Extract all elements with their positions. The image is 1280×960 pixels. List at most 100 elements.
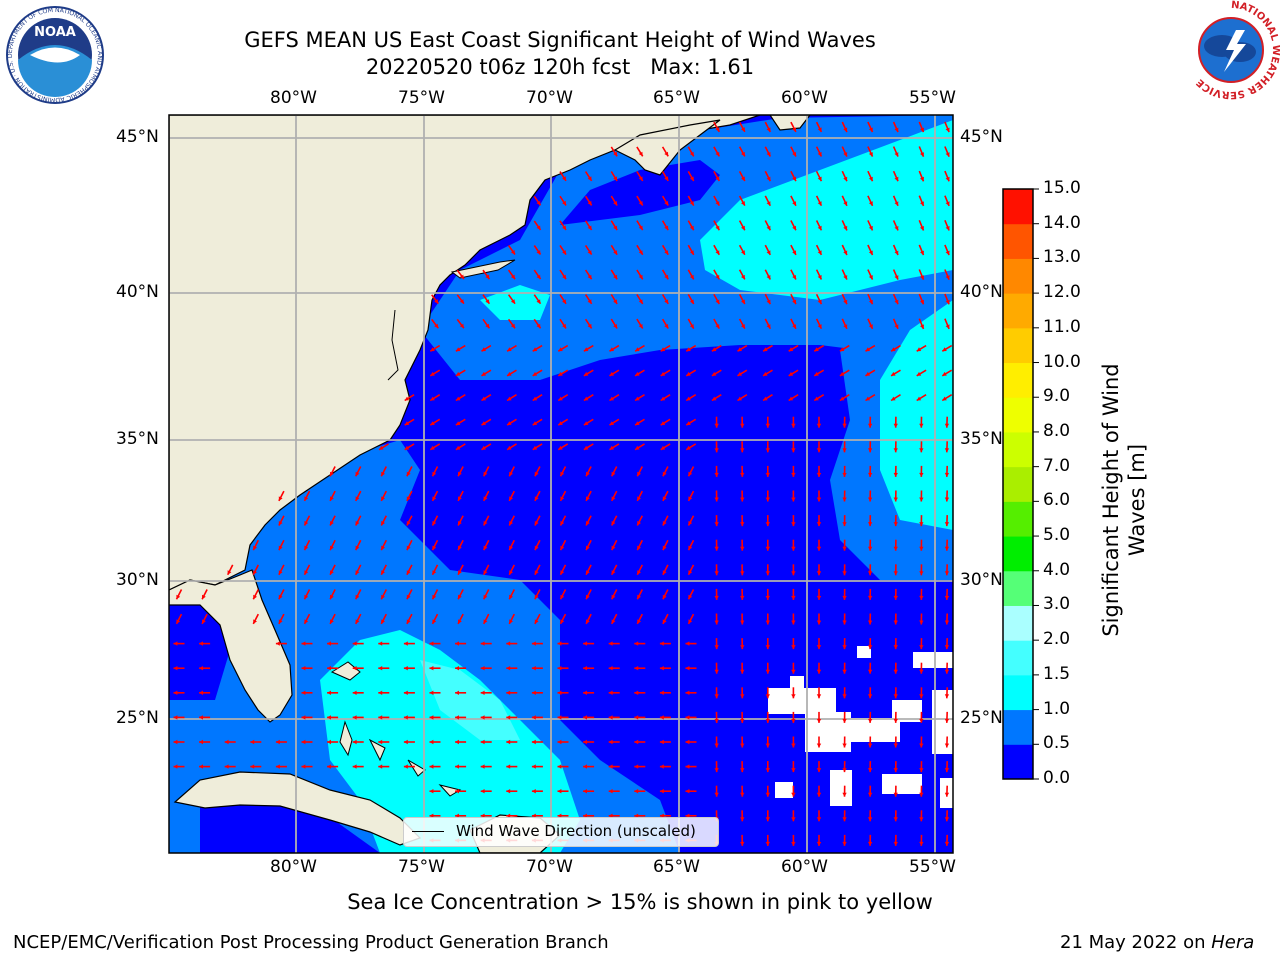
wave-arrow-head [792,275,796,280]
wave-arrow-head [483,570,488,575]
wave-arrow-head [839,396,845,401]
wave-arrow-head [920,299,924,305]
wave-arrow-head [637,570,641,575]
wave-arrow-head [816,817,822,822]
wave-arrow-head [919,743,924,748]
wave-arrow-head [894,250,899,255]
wave-arrow-head [381,471,385,477]
wave-arrow-head [558,371,563,376]
wave-arrow-head [275,764,280,769]
colorbar-segment [1003,223,1033,259]
lon-label-65w-top: 65°W [653,88,700,108]
wave-arrow-head [531,690,536,695]
wave-arrow-head [278,594,283,600]
wave-arrow-head [637,521,641,526]
wave-arrow-head [788,347,794,352]
wave-arrow-head [455,715,459,720]
wave-arrow-head [763,371,768,376]
wave-arrow-head [406,545,411,551]
wave-arrow-head [355,594,360,600]
wave-arrow-head [458,594,462,600]
wave-arrow-head [659,764,664,769]
wave-arrow-head [301,739,306,745]
wave-arrow-head [714,423,719,428]
wave-arrow-head [944,694,950,699]
wave-arrow-head [480,666,485,671]
wave-arrow-head [429,739,434,745]
colorbar-frame [1002,188,1034,780]
wave-arrow-head [893,768,898,773]
wave-arrow-head [638,151,643,157]
wave-arrow-head [945,152,950,157]
wave-arrow-head [893,497,898,502]
wave-arrow-head [406,496,411,501]
wave-arrow-head [944,472,950,477]
wave-arrow-head [562,250,566,255]
wave-arrow-head [330,570,334,575]
wave-arrow-head [685,690,690,695]
wave-arrow-head [406,594,411,600]
wave-arrow-head [355,570,360,575]
wave-arrow-head [942,371,947,376]
wave-arrow-head [434,299,439,304]
wave-arrow-head [944,620,950,625]
wave-arrow-head [536,200,541,206]
wave-arrow-head [792,127,796,132]
legend-line-swatch [412,831,444,832]
wave-arrow-head [843,225,848,231]
wave-arrow-head [817,152,822,157]
wave-arrow-head [481,347,486,352]
wave-arrow-head [587,250,592,255]
wave-arrow-head [458,545,462,551]
land-florida [169,569,293,723]
wave-arrow-head [532,347,538,352]
wave-arrow-head [534,545,539,551]
wave-arrow-head [587,274,592,280]
wave-arrow-head [894,226,899,231]
wave-arrow-head [868,669,873,674]
wave-arrow-head [587,225,592,230]
wave-arrow-head [740,546,745,551]
wave-arrow-head [741,151,745,157]
wave-arrow-head [765,645,770,650]
wave-arrow-head [945,201,950,206]
wave-arrow-head [689,201,694,206]
wave-arrow-head [842,645,847,650]
wave-arrow-head [816,645,822,650]
wave-arrow-head [689,250,694,255]
wave-arrow-head [919,472,924,477]
colorbar-segment [1003,397,1033,433]
wave-arrow-head [688,496,693,501]
wave-arrow-head [562,200,566,206]
wave-arrow-head [664,324,669,329]
wave-arrow-head [638,274,643,280]
wave-arrow-head [714,645,719,650]
wave-arrow-head [919,817,924,822]
wave-arrow-head [613,324,618,329]
wave-arrow-head [455,789,459,794]
wave-arrow-head [506,813,511,818]
wave-arrow-head [613,151,618,157]
wave-arrow-head [944,792,950,797]
wave-arrow-head [455,347,461,352]
wave-arrow-head [330,619,334,624]
colorbar-tick-label: 8.0 [1043,420,1071,441]
wave-arrow-head [792,299,796,305]
wave-arrow-head [613,201,618,206]
wave-arrow-head [635,421,640,426]
wave-arrow-head [379,445,384,450]
wave-arrow-head [558,421,563,426]
wave-arrow-head [637,619,641,624]
wave-arrow-head [432,521,437,526]
wave-arrow-head [485,274,490,280]
wave-arrow-head [507,421,512,426]
wave-arrow-head [509,619,513,624]
wave-arrow-head [893,645,898,650]
wave-arrow-head [842,620,847,625]
colorbar-label: Significant Height of Wind Waves [m] [1099,363,1149,637]
wave-arrow-head [715,151,720,157]
wave-arrow-head [740,743,745,748]
wave-arrow-head [532,445,538,450]
wave-arrow-head [689,324,694,329]
colorbar-tick-label: 14.0 [1043,212,1081,233]
